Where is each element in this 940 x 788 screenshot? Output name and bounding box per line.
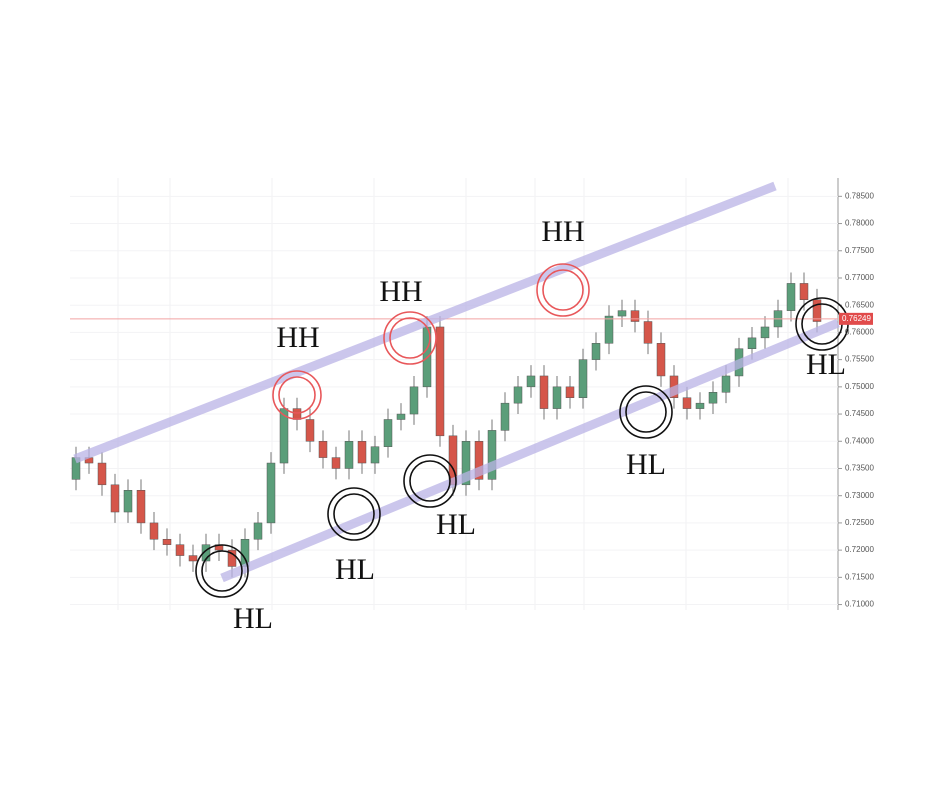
candle-body [552,386,562,409]
candle-body [383,419,393,447]
candle-body [149,522,159,540]
candle-body [786,283,796,311]
y-tick-label: 0.72000 [845,545,874,554]
annotation: HL [436,508,476,541]
y-tick-label: 0.77000 [845,273,874,282]
candle-body [110,484,120,513]
last-price-box [839,312,873,325]
candle-body [513,386,523,404]
candle-body [396,413,406,420]
candle-body [370,446,380,464]
candle-body [266,462,276,524]
annotation: HL [626,448,666,481]
candle-body [97,462,107,486]
y-tick-label: 0.78500 [845,191,874,200]
vertical-grid [117,178,789,610]
y-tick-label: 0.75500 [845,355,874,364]
candle-body [695,402,705,409]
candle-body [435,326,445,437]
candle-body [253,522,263,540]
candle-body [318,441,328,458]
y-tick-label: 0.74500 [845,409,874,418]
candle-body [123,490,133,513]
annotation: HH [541,215,584,248]
candle-body [201,544,211,562]
last-price-label: 0.76249 [842,314,871,323]
annotation: HH [276,321,319,354]
annotation: HL [233,602,273,635]
candle-body [487,430,497,480]
candle-body [162,538,172,545]
candle-body [526,375,536,388]
candle-body [474,441,484,480]
y-tick-label: 0.78000 [845,219,874,228]
candle-body [136,490,146,524]
candle-body [331,457,341,469]
candle-body [747,337,757,349]
y-tick-label: 0.71000 [845,600,874,609]
candle-body [708,392,718,404]
y-tick-label: 0.73500 [845,464,874,473]
y-tick-label: 0.72500 [845,518,874,527]
candle-body [565,386,575,398]
candle-body [643,321,653,344]
candle-body [799,283,809,300]
candle-body [240,538,250,567]
candle-body [656,343,666,377]
lower-channel [220,318,840,583]
annotation: HH [379,275,422,308]
candle-body [409,386,419,415]
annotation: HL [335,553,375,586]
candle-body [591,343,601,360]
candle-body [682,397,692,409]
candle-body [461,441,471,486]
upper-channel [73,181,777,464]
candle-body [812,299,822,322]
hh-circles [272,263,590,420]
candle-body [539,375,549,409]
y-tick-label: 0.73000 [845,491,874,500]
candle-body [344,441,354,469]
y-tick-label: 0.76500 [845,300,874,309]
candle-body [500,402,510,431]
candle-body [357,441,367,464]
y-tick-label: 0.75000 [845,382,874,391]
candle-body [630,310,640,322]
y-tick-label: 0.71500 [845,572,874,581]
candle-body [292,408,302,420]
annotation: HL [806,348,846,381]
candle-body [227,549,237,567]
candle-body [188,555,198,562]
candle-body [175,544,185,556]
candle-body [617,310,627,317]
y-tick-label: 0.74000 [845,436,874,445]
hl-circles [195,297,849,598]
y-tick-label: 0.77500 [845,246,874,255]
candle-body [305,419,315,442]
y-tick-label: 0.76000 [845,328,874,337]
candle-body [721,375,731,393]
candle-body [604,315,614,344]
candle-body [279,408,289,464]
candle-body [578,359,588,398]
candle-body [760,326,770,339]
